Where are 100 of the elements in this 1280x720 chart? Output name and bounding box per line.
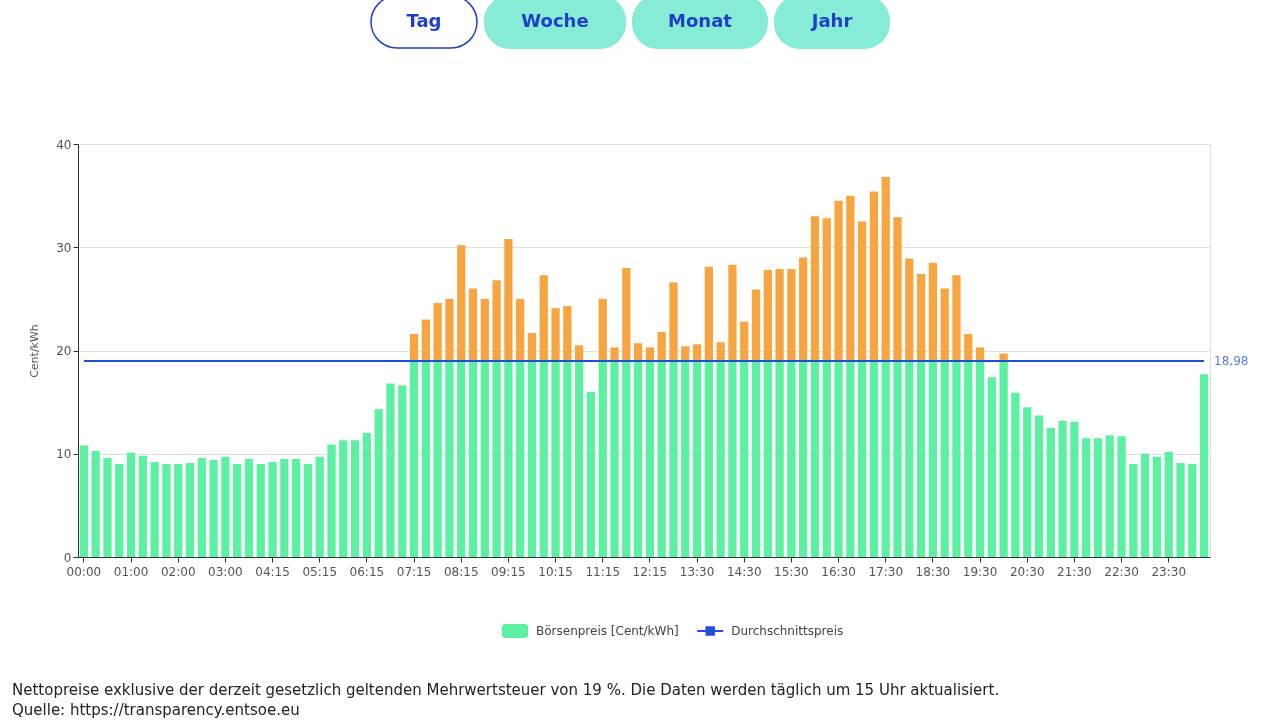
bar [928,262,938,362]
bar [858,221,867,362]
bar [421,319,430,362]
bar [1023,407,1032,557]
bar [433,361,442,557]
bar [1188,464,1197,557]
x-tick-label: 18:30 [915,564,951,579]
bar [704,266,713,362]
bar [622,267,631,362]
bar [174,464,183,557]
bar [79,445,89,557]
bar [716,361,725,557]
bar [244,458,254,557]
bar [657,331,666,362]
bar [692,344,702,362]
bar [409,361,419,557]
bar [810,361,820,557]
bar [256,464,265,557]
bar [162,464,171,557]
bar [905,361,914,557]
bar [1034,415,1044,557]
x-tick-label: 07:15 [396,564,432,579]
x-tick-label: 15:30 [774,564,809,579]
bar [233,464,242,557]
bar [563,306,572,362]
bar [846,361,855,557]
bar [893,217,902,362]
bar [315,456,324,557]
y-tick-label: 40 [56,137,72,152]
bar [280,458,289,557]
bar [586,391,596,557]
bar [468,288,478,362]
bar [751,361,761,557]
bar [881,177,890,362]
bar [339,440,348,557]
x-tick-label: 17:30 [868,564,904,579]
bar [728,361,737,557]
bar [834,200,843,362]
bar [751,289,761,362]
bar [115,464,124,557]
x-tick-label: 02:00 [160,564,196,579]
x-tick-label: 22:30 [1104,564,1139,579]
bar [975,361,985,557]
bar [633,361,643,557]
x-tick-label: 04:15 [255,564,290,579]
bar [704,361,713,557]
x-tick-label: 05:15 [302,564,338,579]
bar [740,321,749,362]
text: Woche [521,10,589,31]
bar [197,457,206,557]
bar [1058,420,1067,557]
bar [374,409,383,557]
bar [504,238,513,362]
bar [622,361,631,557]
bar [539,275,548,362]
bar [221,456,230,557]
bar [598,361,607,557]
bar [657,361,666,557]
bar [504,361,513,557]
bar [975,347,985,362]
bar [527,332,537,362]
x-tick-label: 20:30 [1009,564,1045,579]
bar [869,361,879,557]
x-tick-label: 09:15 [491,564,526,579]
x-tick-label: 03:00 [208,564,243,579]
bar [645,347,655,362]
source-note: Quelle: https://transparency.entsoe.eu [12,701,300,719]
bar [457,361,466,557]
bar [964,333,973,362]
bar [681,361,690,557]
x-tick-label: 14:30 [726,564,762,579]
x-tick-label: 11:15 [585,564,621,579]
bar [350,440,360,557]
bar [138,455,147,557]
bar [834,361,843,557]
bar [987,377,996,557]
bar [905,258,914,362]
x-tick-label: 01:00 [113,564,149,579]
y-tick-label: 30 [56,240,72,255]
bar [1176,463,1185,557]
bar [457,245,466,362]
y-tick-label: 0 [63,550,72,565]
bar [1199,374,1209,557]
bar [492,361,501,557]
y-axis-title: Cent/kWh [28,324,42,378]
y-tick-label: 20 [56,344,72,358]
bar [822,361,831,557]
x-tick-label: 08:15 [443,564,479,579]
bar [610,347,619,362]
bar [1117,436,1126,557]
text: Tag [406,10,442,31]
bar [185,463,195,557]
text: Jahr [809,10,853,31]
bar [610,361,619,557]
bar [551,308,560,362]
y-tick-label: 10 [56,447,72,462]
bar [527,361,537,557]
x-tick-label: 13:30 [679,564,715,579]
bar [445,298,454,362]
bar [775,361,784,557]
